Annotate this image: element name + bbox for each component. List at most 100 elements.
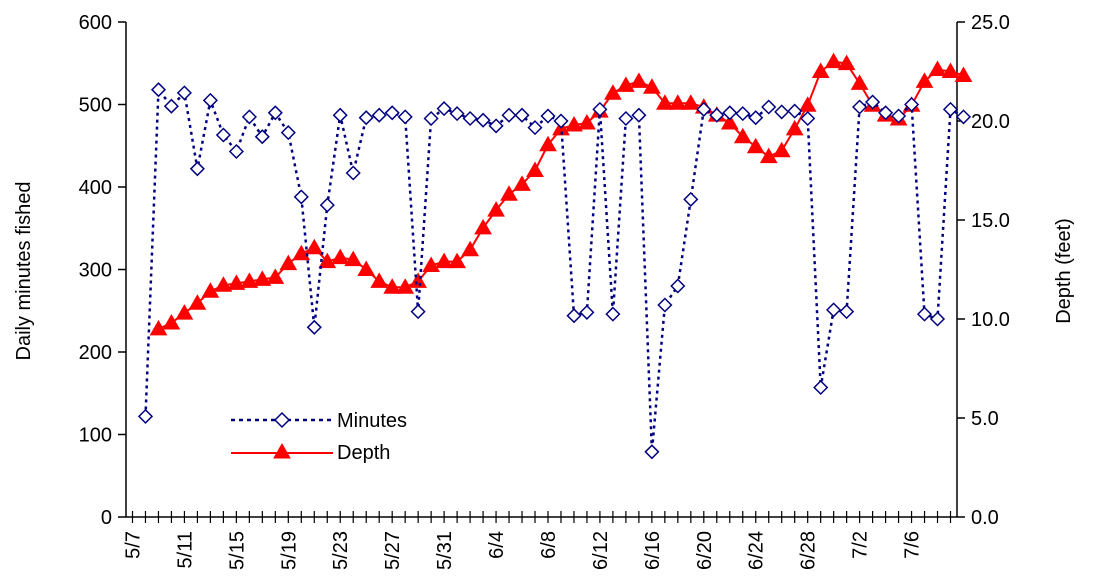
depth-point	[318, 252, 337, 269]
depth-point	[188, 294, 207, 310]
depth-point	[928, 60, 947, 76]
depth-point	[292, 244, 311, 261]
minutes-point	[371, 107, 387, 123]
depth-point	[604, 84, 622, 100]
depth-point	[565, 115, 583, 132]
minutes-point	[787, 103, 803, 119]
minutes-point	[241, 109, 257, 125]
minutes-point	[514, 107, 530, 123]
minutes-point	[735, 106, 751, 122]
x-tick-label: 6/24	[746, 531, 768, 570]
depth-point	[214, 276, 233, 292]
minutes-point	[579, 304, 595, 320]
depth-point	[409, 272, 427, 288]
minutes-point	[709, 107, 725, 123]
depth-point	[487, 201, 505, 217]
depth-point	[824, 52, 843, 69]
minutes-point	[475, 112, 491, 128]
depth-point	[435, 252, 453, 269]
minutes-point	[929, 311, 946, 327]
depth-point	[500, 185, 518, 201]
x-tick-label: 6/20	[694, 531, 716, 570]
minutes-point	[618, 110, 634, 127]
depth-point	[656, 94, 674, 110]
depth-point	[227, 274, 246, 290]
minutes-point	[904, 96, 920, 113]
minutes-point	[657, 297, 673, 313]
depth-point	[850, 74, 869, 90]
y-tick-label: 100	[79, 425, 112, 447]
minutes-point	[839, 304, 855, 320]
minutes-point	[332, 107, 348, 123]
minutes-point	[748, 110, 764, 126]
minutes-point	[384, 105, 400, 121]
x-tick-label: 5/19	[278, 531, 300, 570]
depth-point	[759, 147, 778, 164]
depth-point	[578, 113, 596, 130]
depth-point	[954, 66, 973, 82]
depth-line	[158, 60, 964, 330]
y2-axis-title: Depth (feet)	[1053, 218, 1075, 324]
minutes-point	[800, 110, 816, 127]
minutes-point	[397, 109, 413, 125]
y-tick-label: 400	[79, 177, 112, 199]
depth-point	[448, 252, 466, 269]
depth-point	[617, 76, 635, 92]
x-tick-label: 6/16	[642, 531, 664, 570]
minutes-point	[137, 408, 154, 424]
depth-point	[253, 270, 272, 286]
depth-point	[331, 248, 350, 265]
depth-point	[266, 268, 285, 284]
minutes-point	[527, 120, 543, 136]
depth-point	[357, 260, 376, 276]
minutes-point	[553, 113, 569, 129]
series-depth	[149, 52, 973, 336]
x-tick-label: 6/12	[590, 531, 612, 570]
minutes-point	[254, 129, 270, 145]
y2-tick-label: 5.0	[971, 408, 999, 430]
minutes-point	[774, 104, 790, 120]
minutes-point	[436, 101, 452, 117]
minutes-point	[670, 278, 686, 294]
depth-point	[461, 240, 479, 257]
depth-point	[513, 175, 531, 191]
depth-point	[941, 62, 960, 78]
depth-point	[668, 94, 687, 110]
depth-point	[370, 272, 389, 288]
y-tick-label: 500	[79, 95, 112, 117]
minutes-point	[163, 98, 179, 114]
depth-point	[785, 119, 804, 136]
minutes-point	[916, 306, 933, 322]
chart-axes: 0 100 200 300 400 500 600 0.0 5.0 10.0 15.0 20.0 25.…	[79, 12, 1010, 570]
depth-point	[396, 278, 415, 294]
legend-depth-label: Depth	[337, 442, 390, 464]
depth-point	[539, 135, 557, 152]
depth-point	[305, 238, 324, 255]
y-axis-title: Daily minutes fished	[13, 182, 35, 361]
x-tick-label: 5/31	[434, 531, 456, 570]
depth-point	[383, 278, 402, 294]
depth-point	[344, 250, 363, 267]
minutes-point	[955, 109, 972, 125]
depth-point	[474, 218, 492, 235]
minutes-point	[566, 308, 582, 324]
y2-tick-label: 0.0	[971, 507, 999, 529]
depth-point	[746, 137, 765, 154]
series-minutes	[137, 82, 972, 460]
minutes-point	[319, 197, 335, 213]
depth-point	[526, 161, 544, 177]
minutes-point	[449, 106, 465, 122]
depth-point	[422, 256, 440, 272]
minutes-line	[144, 86, 965, 452]
minutes-point	[592, 101, 608, 117]
y2-tick-label: 15.0	[971, 210, 1010, 232]
legend-depth-marker	[273, 442, 291, 459]
minutes-point	[644, 444, 660, 460]
minutes-point	[761, 99, 777, 115]
minutes-point	[852, 99, 868, 115]
minutes-point	[280, 125, 296, 141]
minutes-point	[462, 110, 478, 127]
depth-point	[240, 272, 259, 288]
depth-point	[175, 304, 194, 320]
y2-tick-label: 25.0	[971, 12, 1010, 34]
